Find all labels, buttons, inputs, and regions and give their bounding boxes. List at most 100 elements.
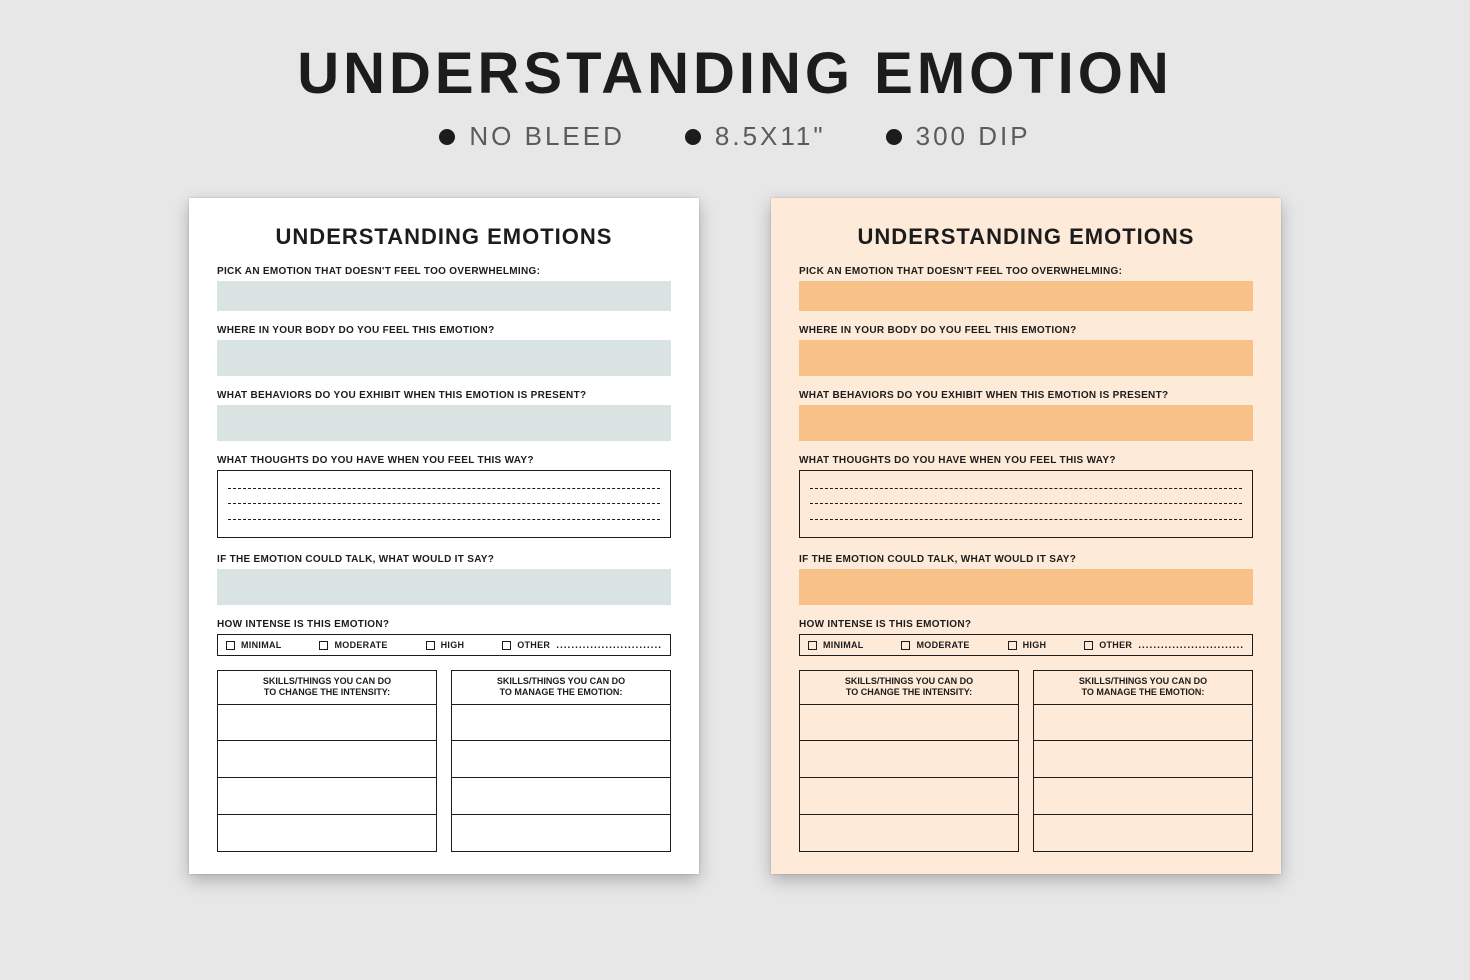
option-label: HIGH [441,640,465,650]
skills-header-left: SKILLS/THINGS YOU CAN DOTO CHANGE THE IN… [218,671,436,705]
skills-row-line[interactable] [218,741,436,778]
answer-field-talk[interactable] [217,569,671,605]
intensity-option-high[interactable]: HIGH [1008,640,1047,650]
prompt-thoughts: WHAT THOUGHTS DO YOU HAVE WHEN YOU FEEL … [799,455,1253,466]
skills-body [800,705,1018,852]
main-title: UNDERSTANDING EMOTION [297,40,1173,107]
checkbox-icon[interactable] [1008,641,1017,650]
prompt-behaviors: WHAT BEHAVIORS DO YOU EXHIBIT WHEN THIS … [799,390,1253,401]
skills-row-line[interactable] [1034,741,1252,778]
worksheet-page-white: UNDERSTANDING EMOTIONS PICK AN EMOTION TH… [189,198,699,874]
skills-header-right: SKILLS/THINGS YOU CAN DOTO MANAGE THE EM… [1034,671,1252,705]
answer-field-body[interactable] [799,340,1253,376]
answer-field-thoughts[interactable] [217,470,671,538]
skills-row-line[interactable] [800,778,1018,815]
intensity-option-minimal[interactable]: MINIMAL [808,640,864,650]
spec-label: 300 DIP [916,121,1031,152]
skills-row-line[interactable] [800,741,1018,778]
checkbox-icon[interactable] [426,641,435,650]
checkbox-icon[interactable] [1084,641,1093,650]
writing-line [810,503,1242,504]
skills-column-right: SKILLS/THINGS YOU CAN DOTO MANAGE THE EM… [451,670,671,852]
checkbox-icon[interactable] [808,641,817,650]
skills-header-left: SKILLS/THINGS YOU CAN DOTO CHANGE THE IN… [800,671,1018,705]
option-label: OTHER [1099,640,1132,650]
skills-row-line[interactable] [218,778,436,815]
spec-no-bleed: NO BLEED [439,121,625,152]
worksheet-page-peach: UNDERSTANDING EMOTIONSPICK AN EMOTION TH… [771,198,1281,874]
skills-column-left: SKILLS/THINGS YOU CAN DOTO CHANGE THE IN… [799,670,1019,852]
answer-field-pick[interactable] [217,281,671,311]
skills-body [452,705,670,852]
intensity-option-moderate[interactable]: MODERATE [319,640,387,650]
checkbox-icon[interactable] [226,641,235,650]
prompt-body: WHERE IN YOUR BODY DO YOU FEEL THIS EMOT… [217,325,671,336]
skills-row-line[interactable] [800,705,1018,742]
other-fill-line[interactable]: ............................ [556,640,662,651]
skills-column-right: SKILLS/THINGS YOU CAN DOTO MANAGE THE EM… [1033,670,1253,852]
prompt-intensity: HOW INTENSE IS THIS EMOTION? [799,619,1253,630]
skills-row-line[interactable] [452,741,670,778]
writing-line [228,503,660,504]
intensity-option-minimal[interactable]: MINIMAL [226,640,282,650]
spec-label: NO BLEED [469,121,625,152]
prompt-thoughts: WHAT THOUGHTS DO YOU HAVE WHEN YOU FEEL … [217,455,671,466]
spec-size: 8.5X11" [685,121,826,152]
worksheet-title: UNDERSTANDING EMOTIONS [799,224,1253,250]
answer-field-behaviors[interactable] [217,405,671,441]
skills-row-line[interactable] [218,705,436,742]
prompt-body: WHERE IN YOUR BODY DO YOU FEEL THIS EMOT… [799,325,1253,336]
skills-columns: SKILLS/THINGS YOU CAN DOTO CHANGE THE IN… [217,670,671,852]
checkbox-icon[interactable] [502,641,511,650]
spec-dpi: 300 DIP [886,121,1031,152]
pages-row: UNDERSTANDING EMOTIONS PICK AN EMOTION TH… [189,198,1281,874]
skills-body [218,705,436,852]
prompt-talk: IF THE EMOTION COULD TALK, WHAT WOULD IT… [799,554,1253,565]
checkbox-icon[interactable] [901,641,910,650]
skills-row-line[interactable] [218,815,436,851]
skills-row-line[interactable] [1034,705,1252,742]
answer-field-thoughts[interactable] [799,470,1253,538]
skills-row-line[interactable] [452,815,670,851]
product-mockup-canvas: UNDERSTANDING EMOTION NO BLEED 8.5X11" 3… [0,0,1470,980]
skills-row-line[interactable] [800,815,1018,851]
option-label: MINIMAL [823,640,864,650]
option-label: MINIMAL [241,640,282,650]
option-label: OTHER [517,640,550,650]
skills-row-line[interactable] [1034,778,1252,815]
answer-field-pick[interactable] [799,281,1253,311]
skills-row-line[interactable] [452,705,670,742]
prompt-behaviors: WHAT BEHAVIORS DO YOU EXHIBIT WHEN THIS … [217,390,671,401]
writing-line [810,519,1242,520]
spec-label: 8.5X11" [715,121,826,152]
bullet-icon [439,129,455,145]
prompt-pick: PICK AN EMOTION THAT DOESN'T FEEL TOO OV… [217,266,671,277]
intensity-option-other[interactable]: OTHER [502,640,550,650]
skills-row-line[interactable] [1034,815,1252,851]
checkbox-icon[interactable] [319,641,328,650]
writing-line [228,519,660,520]
writing-line [228,488,660,489]
skills-body [1034,705,1252,852]
intensity-option-other[interactable]: OTHER [1084,640,1132,650]
skills-column-left: SKILLS/THINGS YOU CAN DOTO CHANGE THE IN… [217,670,437,852]
intensity-option-high[interactable]: HIGH [426,640,465,650]
option-label: MODERATE [916,640,969,650]
skills-header-right: SKILLS/THINGS YOU CAN DOTO MANAGE THE EM… [452,671,670,705]
worksheet-title: UNDERSTANDING EMOTIONS [217,224,671,250]
option-label: MODERATE [334,640,387,650]
other-fill-line[interactable]: ............................ [1138,640,1244,651]
spec-row: NO BLEED 8.5X11" 300 DIP [439,121,1030,152]
answer-field-talk[interactable] [799,569,1253,605]
prompt-talk: IF THE EMOTION COULD TALK, WHAT WOULD IT… [217,554,671,565]
option-label: HIGH [1023,640,1047,650]
skills-row-line[interactable] [452,778,670,815]
intensity-option-moderate[interactable]: MODERATE [901,640,969,650]
answer-field-body[interactable] [217,340,671,376]
bullet-icon [886,129,902,145]
bullet-icon [685,129,701,145]
skills-columns: SKILLS/THINGS YOU CAN DOTO CHANGE THE IN… [799,670,1253,852]
answer-field-behaviors[interactable] [799,405,1253,441]
prompt-intensity: HOW INTENSE IS THIS EMOTION? [217,619,671,630]
intensity-options: MINIMAL MODERATE HIGH OTHER................… [217,634,671,656]
